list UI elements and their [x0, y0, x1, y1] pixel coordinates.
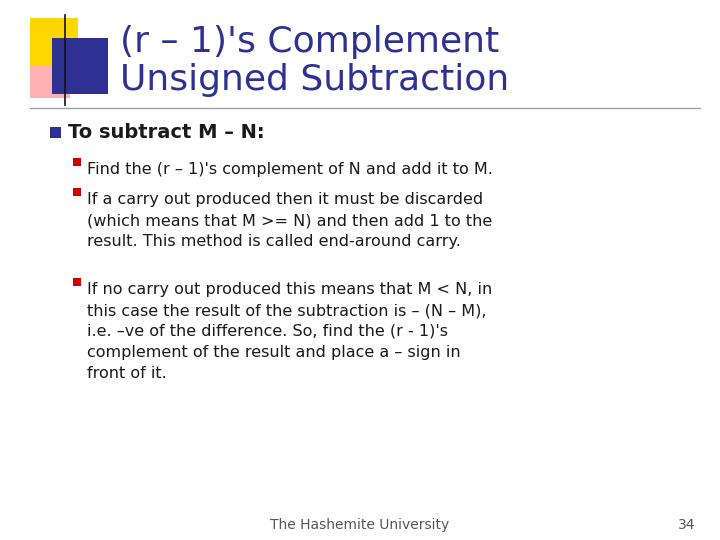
Text: If a carry out produced then it must be discarded
(which means that M >= N) and : If a carry out produced then it must be …: [87, 192, 492, 249]
Text: 34: 34: [678, 518, 695, 532]
Bar: [30, 60, 70, 98]
Text: Unsigned Subtraction: Unsigned Subtraction: [120, 63, 509, 97]
Bar: [50, 127, 61, 138]
Bar: [73, 278, 81, 286]
Text: To subtract M – N:: To subtract M – N:: [68, 124, 265, 143]
Bar: [52, 38, 108, 94]
Bar: [73, 188, 81, 196]
Text: If no carry out produced this means that M < N, in
this case the result of the s: If no carry out produced this means that…: [87, 282, 492, 381]
Text: The Hashemite University: The Hashemite University: [271, 518, 449, 532]
Bar: [30, 18, 78, 66]
Text: Find the (r – 1)'s complement of N and add it to M.: Find the (r – 1)'s complement of N and a…: [87, 162, 493, 177]
Text: (r – 1)'s Complement: (r – 1)'s Complement: [120, 25, 499, 59]
Bar: [73, 158, 81, 166]
